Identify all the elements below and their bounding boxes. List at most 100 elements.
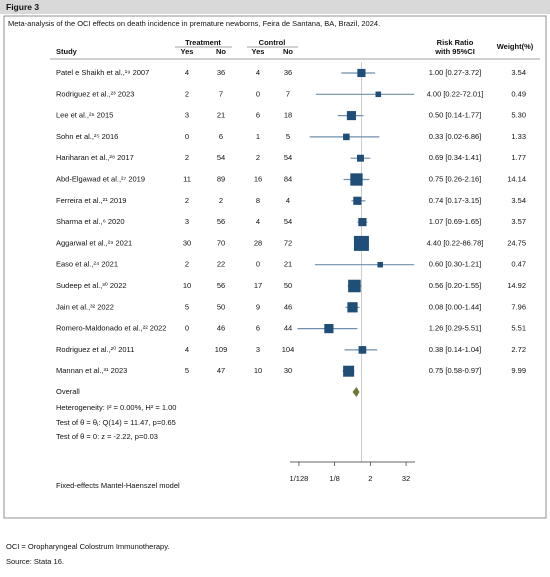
rr-label: 0.75 [0.58-0.97] xyxy=(429,366,482,375)
rr-label: 1.26 [0.29-5.51] xyxy=(429,324,482,333)
figure-label: Figure 3 xyxy=(6,2,39,12)
count: 2 xyxy=(185,260,189,269)
count: 109 xyxy=(215,345,228,354)
estimate xyxy=(324,324,334,334)
count: 6 xyxy=(256,324,260,333)
header: Control xyxy=(259,38,286,47)
weight-label: 1.77 xyxy=(511,153,526,162)
count: 36 xyxy=(284,68,292,77)
model: Fixed-effects Mantel-Haenszel model xyxy=(56,481,180,490)
study: Rodriguez et al.,²³ 2023 xyxy=(56,89,134,98)
count: 0 xyxy=(185,132,189,141)
header: No xyxy=(283,47,293,56)
count: 0 xyxy=(185,324,189,333)
study: Sudeep et al.,³⁰ 2022 xyxy=(56,281,127,290)
study: Aggarwal et al.,²⁹ 2021 xyxy=(56,238,132,247)
estimate xyxy=(347,302,358,313)
rr-label: 4.00 [0.22-72.01] xyxy=(427,89,484,98)
weight-label: 2.72 xyxy=(511,345,526,354)
study: Sohn et al.,²⁵ 2016 xyxy=(56,132,118,141)
estimate xyxy=(358,346,367,354)
figure-band xyxy=(0,0,550,14)
estimate xyxy=(343,133,350,141)
header: Study xyxy=(56,47,78,56)
count: 3 xyxy=(185,111,189,120)
count: 2 xyxy=(185,89,189,98)
count: 9 xyxy=(256,302,260,311)
count: 46 xyxy=(284,302,292,311)
weight-label: 3.54 xyxy=(511,196,526,205)
count: 10 xyxy=(183,281,191,290)
footnote: OCI = Oropharyngeal Colostrum Immunother… xyxy=(6,542,169,551)
count: 84 xyxy=(284,174,292,183)
rr-label: 0.33 [0.02-6.86] xyxy=(429,132,482,141)
header: Risk Ratio xyxy=(437,38,474,47)
rr-label: 0.08 [0.00-1.44] xyxy=(429,302,482,311)
overall-diamond xyxy=(352,387,360,397)
study: Ferreira et al.,²¹ 2019 xyxy=(56,196,126,205)
count: 50 xyxy=(217,302,225,311)
estimate xyxy=(353,235,369,251)
estimate xyxy=(357,154,364,162)
count: 6 xyxy=(219,132,223,141)
study: Hariharan et al.,²⁸ 2017 xyxy=(56,153,134,162)
rr-label: 0.38 [0.14-1.04] xyxy=(429,345,482,354)
estimate xyxy=(353,196,362,205)
stat: Test of θ = 0: z = -2.22, p=0.03 xyxy=(56,432,158,441)
count: 2 xyxy=(256,153,260,162)
estimate xyxy=(375,91,382,98)
figure-title: Meta-analysis of the OCI effects on deat… xyxy=(8,19,380,28)
figure-frame xyxy=(3,15,547,519)
study: Romero-Maldonado et al.,²² 2022 xyxy=(56,324,166,333)
study: Easo et al.,²⁴ 2021 xyxy=(56,260,118,269)
rr-label: 0.69 [0.34-1.41] xyxy=(429,153,482,162)
rr-label: 1.07 [0.69-1.65] xyxy=(429,217,482,226)
count: 3 xyxy=(185,217,189,226)
weight-label: 0.49 xyxy=(511,89,526,98)
count: 28 xyxy=(254,238,262,247)
rr-label: 0.60 [0.30-1.21] xyxy=(429,260,482,269)
estimate xyxy=(357,68,366,78)
rr-label: 0.56 [0.20-1.55] xyxy=(429,281,482,290)
count: 7 xyxy=(219,89,223,98)
stat: Test of θ = θⱼ: Q(14) = 11.47, p=0.65 xyxy=(56,418,176,427)
count: 18 xyxy=(284,111,292,120)
study: Mannan et al.,³¹ 2023 xyxy=(56,366,127,375)
count: 104 xyxy=(282,345,295,354)
count: 8 xyxy=(256,196,260,205)
header: Weight(%) xyxy=(497,42,534,51)
count: 56 xyxy=(217,281,225,290)
count: 4 xyxy=(256,217,260,226)
estimate xyxy=(343,365,355,377)
study: Jain et al.,³² 2022 xyxy=(56,302,114,311)
rr-label: 1.00 [0.27-3.72] xyxy=(429,68,482,77)
count: 44 xyxy=(284,324,292,333)
study: Lee et al.,²⁶ 2015 xyxy=(56,111,113,120)
count: 17 xyxy=(254,281,262,290)
header: with 95%CI xyxy=(434,47,475,56)
count: 30 xyxy=(284,366,292,375)
rr-label: 0.75 [0.26-2.16] xyxy=(429,174,482,183)
count: 0 xyxy=(256,260,260,269)
estimate xyxy=(350,173,363,186)
x-tick-label: 32 xyxy=(402,474,410,483)
header: Treatment xyxy=(185,38,221,47)
weight-label: 5.51 xyxy=(511,324,526,333)
count: 6 xyxy=(256,111,260,120)
count: 5 xyxy=(185,302,189,311)
weight-label: 14.92 xyxy=(507,281,526,290)
rr-label: 4.40 [0.22-86.78] xyxy=(427,238,484,247)
rr-label: 0.74 [0.17-3.15] xyxy=(429,196,482,205)
weight-label: 5.30 xyxy=(511,111,526,120)
x-tick-label: 2 xyxy=(368,474,372,483)
count: 70 xyxy=(217,238,225,247)
count: 5 xyxy=(286,132,290,141)
count: 4 xyxy=(185,345,189,354)
weight-label: 14.14 xyxy=(507,174,526,183)
study: Abd-Elgawad et al.,²⁷ 2019 xyxy=(56,174,145,183)
count: 54 xyxy=(284,153,292,162)
study: Sharma et al.,⁶ 2020 xyxy=(56,217,125,226)
count: 54 xyxy=(284,217,292,226)
count: 30 xyxy=(183,238,191,247)
